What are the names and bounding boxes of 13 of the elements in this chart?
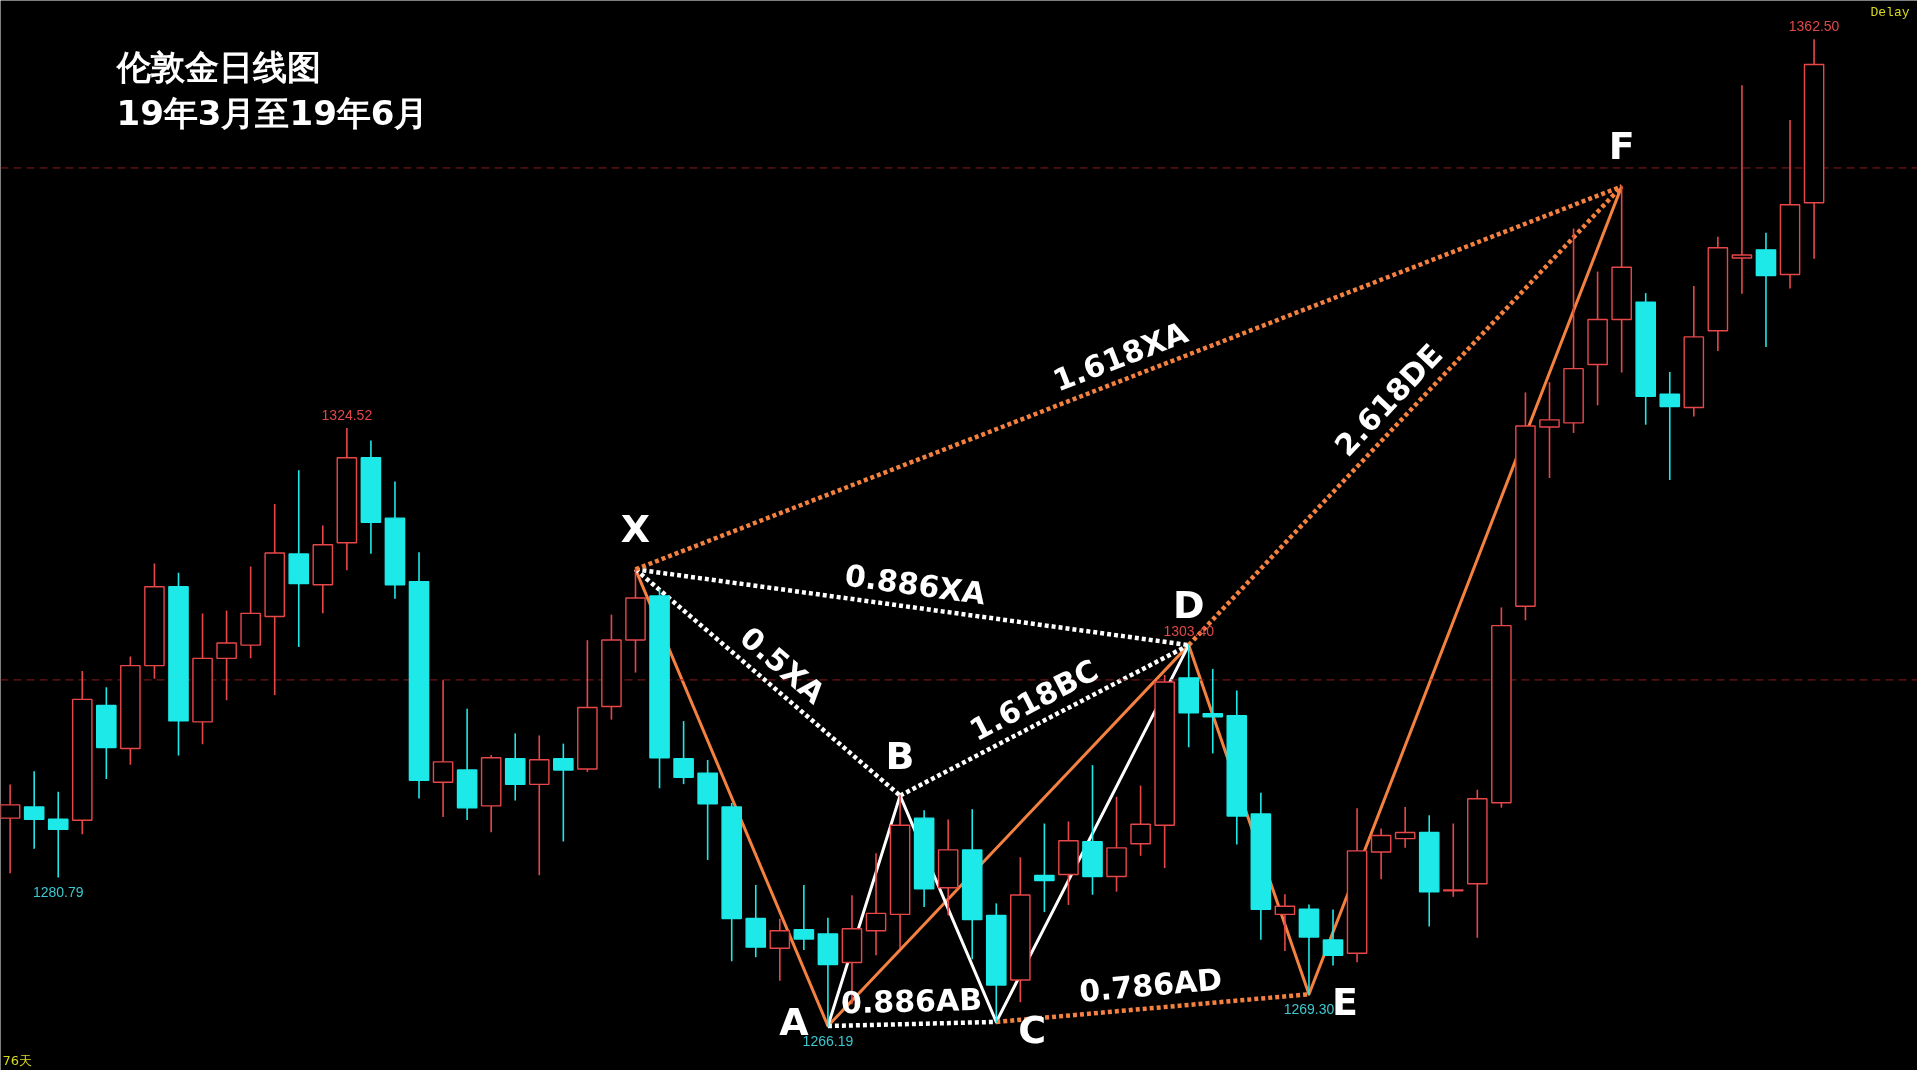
annotation: 1324.52: [321, 406, 373, 423]
text: 19年3月至19年6月: [116, 92, 429, 133]
data-label: B: [885, 733, 915, 778]
annotation: 1280.79: [32, 883, 84, 900]
text: 0.786AD: [1077, 961, 1224, 1009]
annotation: 1362.50: [1788, 17, 1840, 34]
data-label: X: [620, 507, 651, 552]
data-label: F: [1608, 124, 1635, 169]
text: 76天: [2, 1053, 33, 1068]
text: Delay: [1870, 5, 1910, 20]
text: 0.886XA: [842, 557, 989, 612]
data-label: C: [1018, 1007, 1047, 1052]
chart-title: 伦敦金日线图: [115, 46, 321, 87]
